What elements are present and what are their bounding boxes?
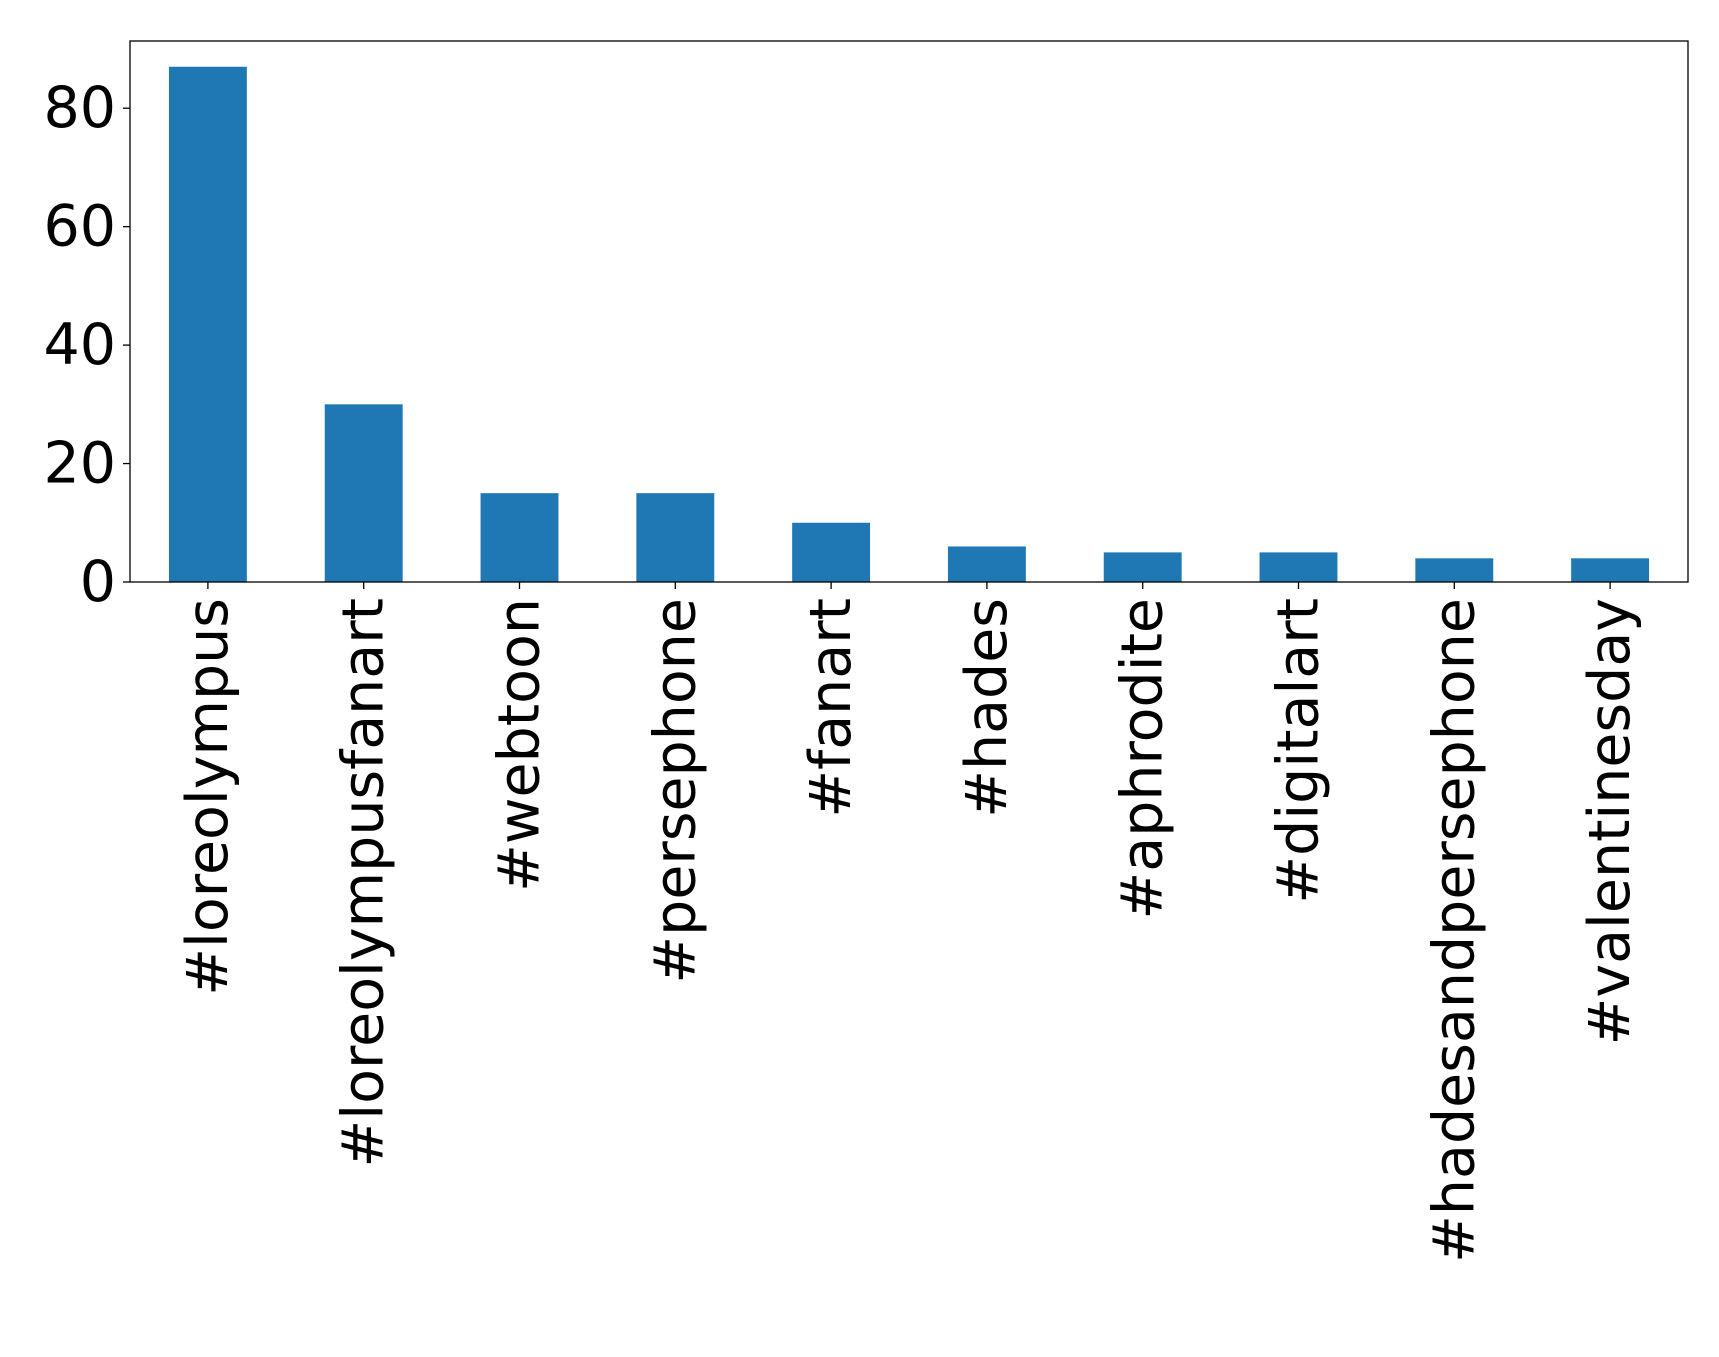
y-tick-label: 80: [43, 75, 116, 141]
x-tick-label: #aphrodite: [1110, 598, 1176, 920]
x-tick-label: #hadesandpersephone: [1421, 598, 1487, 1263]
x-tick-label: #persephone: [642, 598, 708, 984]
bar: [947, 546, 1026, 582]
x-tick-label: #digitalart: [1266, 598, 1332, 904]
bar: [636, 493, 715, 582]
y-tick-label: 60: [43, 194, 116, 260]
x-tick-label: #fanart: [798, 598, 864, 818]
bar: [480, 493, 559, 582]
x-tick-label: #valentinesday: [1577, 598, 1643, 1045]
plot-frame: [129, 40, 1689, 583]
bars-group: [168, 66, 1650, 582]
x-tick-label: #loreolympus: [175, 598, 241, 996]
bar: [1103, 552, 1182, 582]
x-tick-label: #hades: [954, 598, 1020, 818]
bar: [324, 404, 403, 582]
x-tick-label: #loreolympusfanart: [331, 598, 397, 1168]
y-axis: 0 20 40 60 80: [43, 75, 130, 615]
y-tick-label: 40: [43, 312, 116, 378]
x-tick-label: #webtoon: [487, 598, 553, 892]
bar: [792, 522, 871, 582]
x-axis: #loreolympus #loreolympusfanart #webtoon #p…: [175, 582, 1643, 1263]
bar: [1415, 558, 1494, 582]
y-tick-label: 0: [80, 549, 116, 615]
bar: [168, 66, 247, 582]
y-tick-label: 20: [43, 431, 116, 497]
bar: [1571, 558, 1650, 582]
bar: [1259, 552, 1338, 582]
